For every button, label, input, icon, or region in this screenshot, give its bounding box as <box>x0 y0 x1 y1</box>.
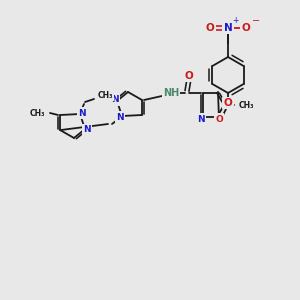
Text: N: N <box>111 95 119 104</box>
Text: N: N <box>116 112 124 122</box>
Text: O: O <box>206 23 214 33</box>
Text: O: O <box>215 115 223 124</box>
Text: O: O <box>224 98 232 108</box>
Text: O: O <box>242 23 250 33</box>
Text: −: − <box>252 16 260 26</box>
Text: N: N <box>224 23 232 33</box>
Text: N: N <box>197 115 205 124</box>
Text: +: + <box>232 16 238 25</box>
Text: CH₃: CH₃ <box>98 92 113 100</box>
Text: O: O <box>184 71 194 81</box>
Text: N: N <box>83 125 91 134</box>
Text: CH₃: CH₃ <box>29 109 45 118</box>
Text: NH: NH <box>163 88 179 98</box>
Text: CH₃: CH₃ <box>239 100 254 109</box>
Text: N: N <box>78 109 86 118</box>
